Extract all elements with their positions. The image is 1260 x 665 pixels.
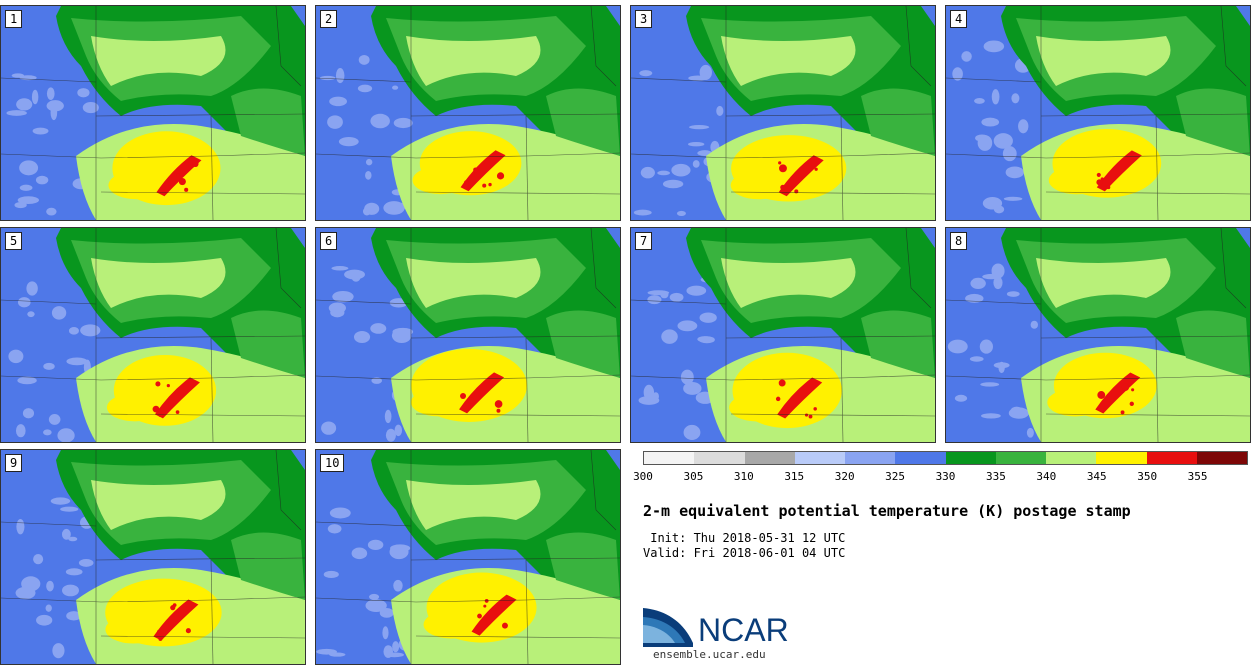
ensemble-member-panel: 4	[945, 5, 1251, 221]
colorbar-tick-label: 355	[1187, 470, 1208, 483]
member-number-label: 8	[950, 232, 968, 250]
colorbar-tick-label: 320	[834, 470, 855, 483]
colorbar	[643, 451, 1248, 465]
ensemble-member-panel: 5	[0, 227, 306, 443]
colorbar-tick-label: 345	[1086, 470, 1107, 483]
colorbar-swatch	[1046, 452, 1097, 464]
plot-title: 2-m equivalent potential temperature (K)…	[643, 502, 1131, 520]
colorbar-tick-label: 315	[784, 470, 805, 483]
member-number-label: 10	[320, 454, 345, 472]
colorbar-tick-label: 305	[683, 470, 704, 483]
member-number-label: 3	[635, 10, 653, 28]
member-number-label: 5	[5, 232, 23, 250]
colorbar-swatch	[995, 452, 1046, 464]
logo-url: ensemble.ucar.edu	[653, 648, 766, 661]
colorbar-tick-label: 325	[885, 470, 906, 483]
colorbar-swatch	[694, 452, 745, 464]
member-number-label: 6	[320, 232, 338, 250]
colorbar-swatch	[895, 452, 946, 464]
ensemble-member-panel: 2	[315, 5, 621, 221]
ensemble-member-panel: 8	[945, 227, 1251, 443]
colorbar-swatch	[945, 452, 996, 464]
colorbar-tick-label: 310	[733, 470, 754, 483]
ensemble-member-panel: 9	[0, 449, 306, 665]
colorbar-tick-label: 300	[633, 470, 653, 483]
colorbar-tick-label: 340	[1036, 470, 1057, 483]
ensemble-member-panel: 1	[0, 5, 306, 221]
colorbar-swatch	[644, 452, 695, 464]
member-number-label: 9	[5, 454, 23, 472]
ensemble-member-panel: 10	[315, 449, 621, 665]
ensemble-member-panel: 6	[315, 227, 621, 443]
colorbar-swatch	[1096, 452, 1147, 464]
ncar-logo: NCAR	[643, 605, 793, 651]
colorbar-swatch	[845, 452, 896, 464]
ensemble-member-panel: 3	[630, 5, 936, 221]
member-number-label: 4	[950, 10, 968, 28]
colorbar-tick-label: 330	[935, 470, 956, 483]
ensemble-member-panel: 7	[630, 227, 936, 443]
colorbar-swatch	[794, 452, 845, 464]
colorbar-tick-label: 335	[985, 470, 1006, 483]
member-number-label: 7	[635, 232, 653, 250]
colorbar-swatch	[744, 452, 795, 464]
ncar-logo-text: NCAR	[698, 612, 789, 647]
colorbar-tick-label: 350	[1137, 470, 1158, 483]
member-number-label: 1	[5, 10, 23, 28]
init-time: Init: Thu 2018-05-31 12 UTC	[643, 531, 846, 545]
valid-time: Valid: Fri 2018-06-01 04 UTC	[643, 546, 846, 560]
colorbar-swatch	[1196, 452, 1247, 464]
colorbar-swatch	[1146, 452, 1197, 464]
member-number-label: 2	[320, 10, 338, 28]
